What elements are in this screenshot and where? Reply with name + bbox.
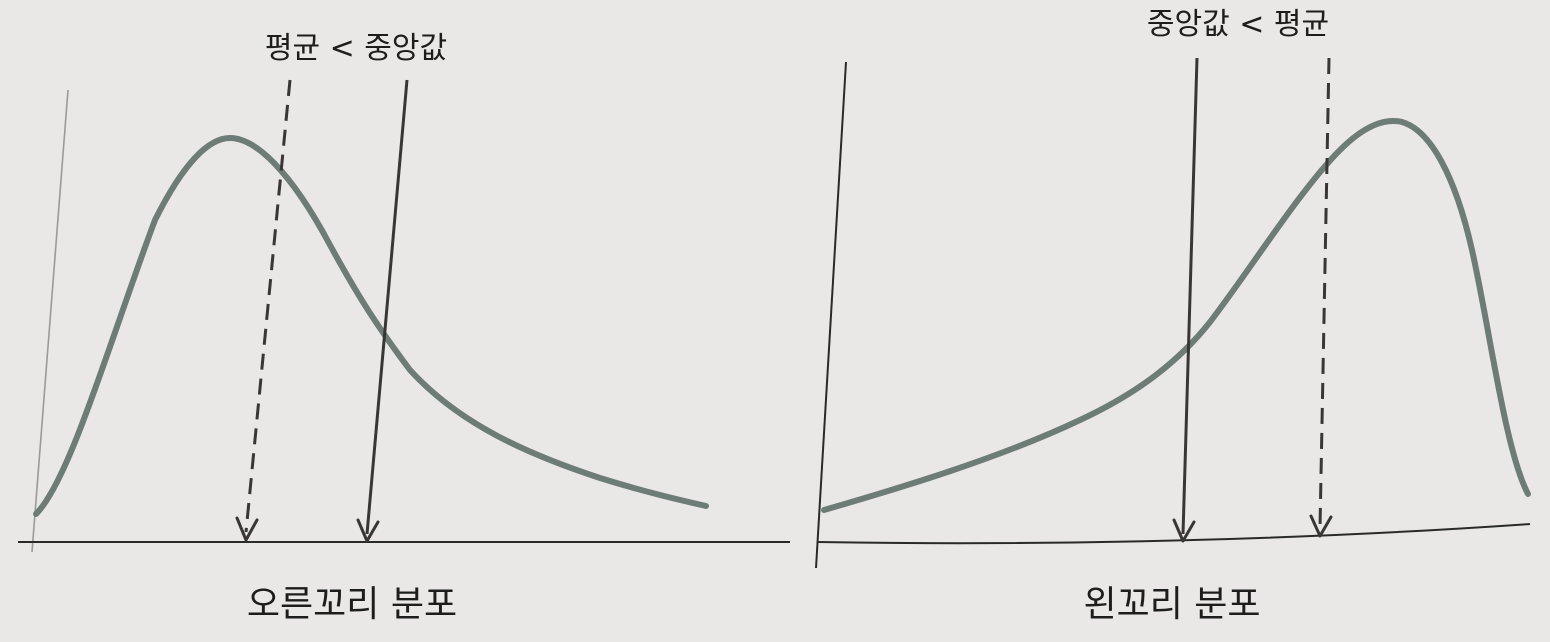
left-top-label: 평균 < 중앙값 — [265, 31, 447, 66]
left-caption: 오른꼬리 분포 — [247, 584, 457, 625]
mean-dashed-line — [244, 79, 292, 533]
mean-arrow-head — [235, 516, 259, 542]
median-arrow-head — [1172, 518, 1196, 543]
right-top-label: 중앙값 < 평균 — [1147, 7, 1329, 42]
right-caption: 왼꼬리 분포 — [1083, 584, 1260, 625]
mean-dashed-line — [1318, 57, 1331, 529]
right-skewed-panel: 평균 < 중앙값 오른꼬리 분포 — [18, 31, 790, 625]
left-y-axis — [31, 89, 69, 553]
median-arrow-head — [356, 518, 380, 543]
right-skewed-curve — [33, 135, 709, 517]
left-skewed-panel: 중앙값 < 평균 왼꼬리 분포 — [815, 7, 1531, 625]
median-solid-line — [365, 79, 409, 535]
left-skewed-curve — [821, 118, 1531, 513]
mean-arrow-head — [1309, 514, 1333, 538]
right-y-axis — [815, 61, 847, 569]
median-solid-line — [1181, 57, 1199, 535]
right-x-axis — [817, 523, 1531, 545]
